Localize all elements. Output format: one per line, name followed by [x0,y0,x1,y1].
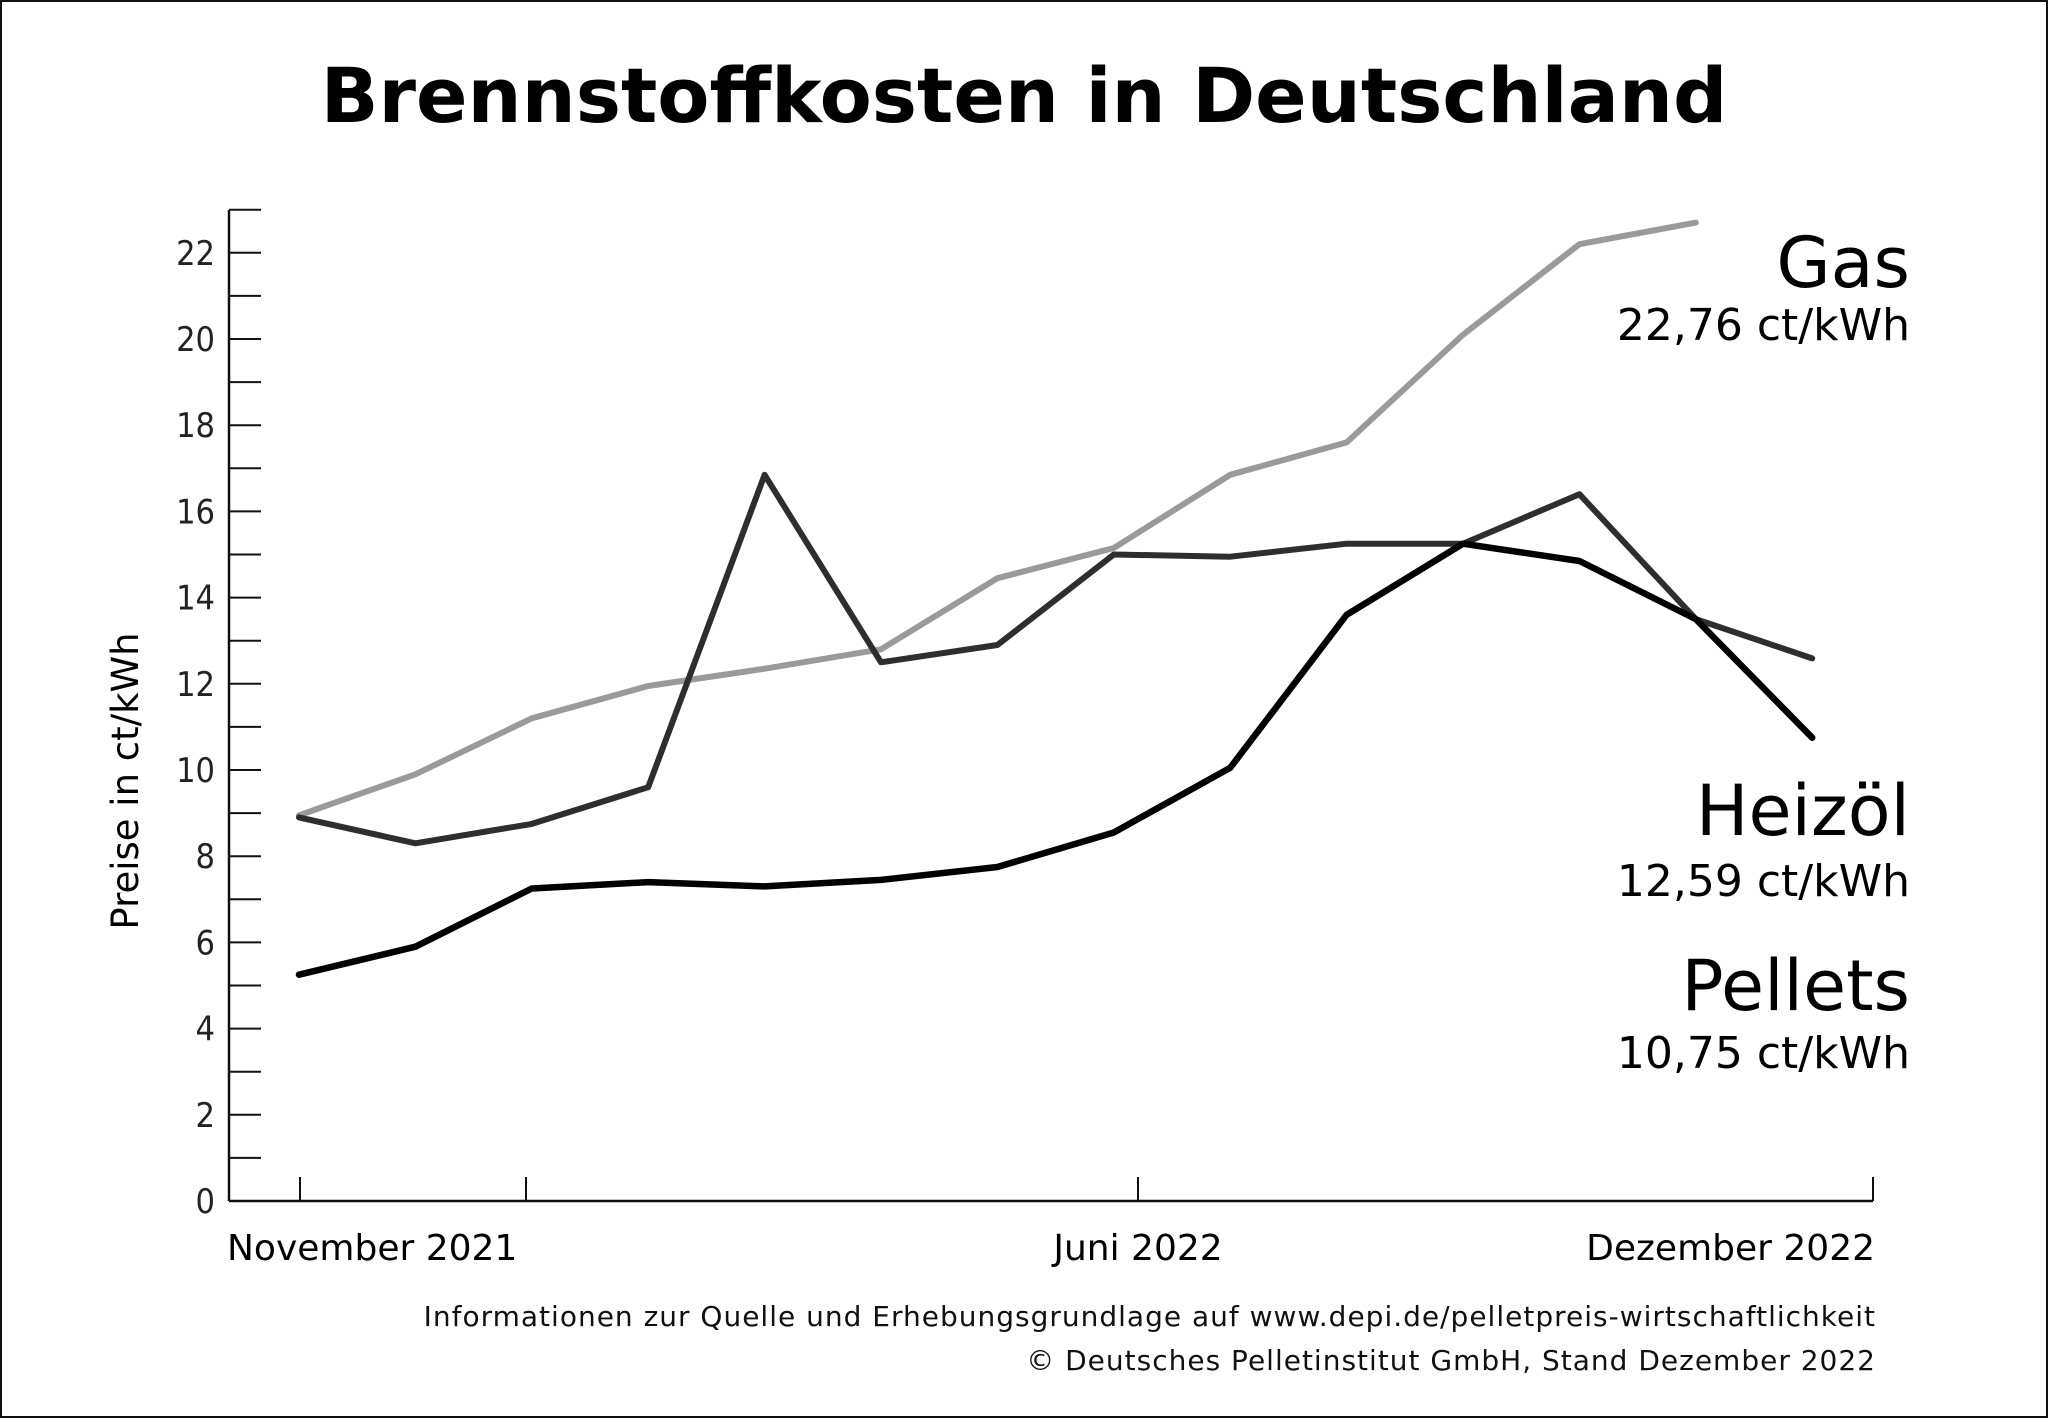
y-tick-label: 4 [196,1010,215,1050]
y-tick-label: 14 [176,579,215,619]
series-lines [295,219,1816,978]
x-axis: November 2021 Juni 2022 Dezember 2022 [227,1177,1875,1269]
series-line-heizoel [296,471,1816,847]
series-label-heizoel: Heizöl [1696,770,1910,852]
x-tick-label: Dezember 2022 [1586,1228,1875,1269]
y-tick-label: 6 [196,923,215,963]
series-line-gas [296,219,1699,819]
series-label-gas: Gas [1776,222,1910,304]
y-axis: 0 2 4 6 8 10 12 14 16 18 20 22 [176,208,261,1222]
y-tick-label: 22 [176,234,215,274]
series-label-pellets: Pellets [1681,945,1910,1027]
y-tick-label: 10 [176,751,215,791]
y-axis-label: Preise in ct/kWh [104,632,147,929]
y-tick-label: 0 [196,1182,215,1222]
footer-copyright: © Deutsches Pelletinstitut GmbH, Stand D… [1026,1344,1876,1377]
y-tick-label: 18 [176,406,215,446]
footer-source: Informationen zur Quelle und Erhebungsgr… [424,1300,1876,1333]
y-tick-label: 2 [196,1096,215,1136]
series-value-heizoel: 12,59 ct/kWh [1617,856,1910,907]
series-line-pellets [295,540,1816,978]
series-value-pellets: 10,75 ct/kWh [1617,1028,1910,1079]
x-tick-label: November 2021 [227,1228,517,1269]
y-tick-label: 12 [176,665,215,705]
x-tick-label: Juni 2022 [1051,1228,1222,1269]
chart-title: Brennstoffkosten in Deutschland [321,51,1728,140]
y-tick-label: 8 [196,837,215,877]
y-tick-label: 16 [176,492,215,532]
y-tick-label: 20 [176,320,215,360]
series-value-gas: 22,76 ct/kWh [1617,300,1910,351]
